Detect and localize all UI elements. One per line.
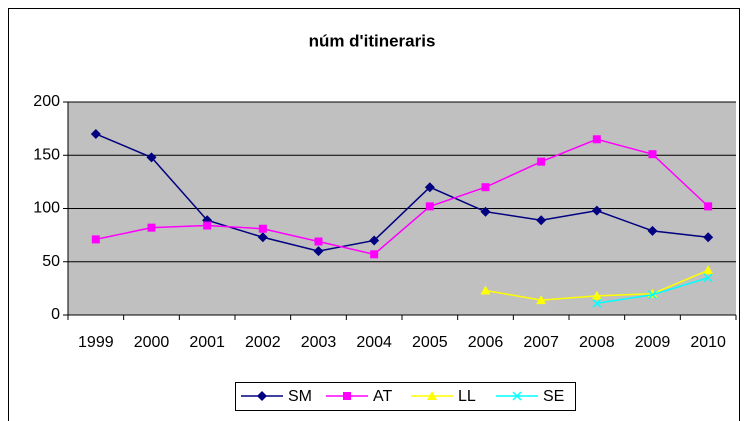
data-point [591,290,602,300]
data-point [369,235,380,246]
x-tick-label: 2006 [468,334,504,351]
data-point [592,298,602,308]
data-point [704,202,713,211]
x-tick-label: 2010 [690,334,726,351]
series-line [95,138,709,256]
y-tick-label: 200 [33,93,60,110]
data-point [313,246,324,257]
chart-title: núm d'itineraris [309,31,436,50]
data-point [647,290,658,300]
y-tick-label: 100 [33,200,60,217]
data-point [257,232,268,243]
data-point [314,237,323,246]
legend-label: SE [543,388,564,405]
data-point [370,250,379,259]
x-tick-label: 2001 [189,334,225,351]
data-point [258,224,267,233]
data-point [703,273,713,283]
data-point [480,285,491,295]
data-point [481,183,490,192]
legend-marker [427,391,437,400]
data-point [147,223,156,232]
x-tick-label: 2007 [523,334,559,351]
data-point [591,205,602,216]
x-tick-label: 2009 [635,334,671,351]
data-point [648,150,657,159]
y-tick-label: 150 [33,146,60,163]
legend-label: AT [373,388,392,405]
y-tick-label: 50 [42,253,60,270]
legend-marker [343,392,351,400]
data-point [425,202,434,211]
legend-label: LL [458,388,476,405]
y-tick-label: 0 [51,306,60,323]
data-point [647,225,658,236]
data-point [146,152,157,163]
data-point [703,232,714,243]
x-tick-label: 2005 [412,334,448,351]
legend-label: SM [288,388,312,405]
data-point [537,157,546,166]
legend-marker [257,391,267,401]
x-tick-label: 2004 [356,334,392,351]
data-point [592,135,601,144]
data-point [91,235,100,244]
data-point [536,215,547,226]
x-tick-label: 1999 [78,334,114,351]
data-point [424,182,435,193]
data-point [90,128,101,139]
x-tick-label: 2000 [134,334,170,351]
legend-marker [512,391,522,401]
data-point [536,295,547,305]
data-point [203,221,212,230]
x-tick-label: 2008 [579,334,615,351]
series-line [95,133,709,252]
x-tick-label: 2002 [245,334,281,351]
data-point [703,265,714,275]
data-point [480,206,491,217]
x-tick-label: 2003 [301,334,337,351]
